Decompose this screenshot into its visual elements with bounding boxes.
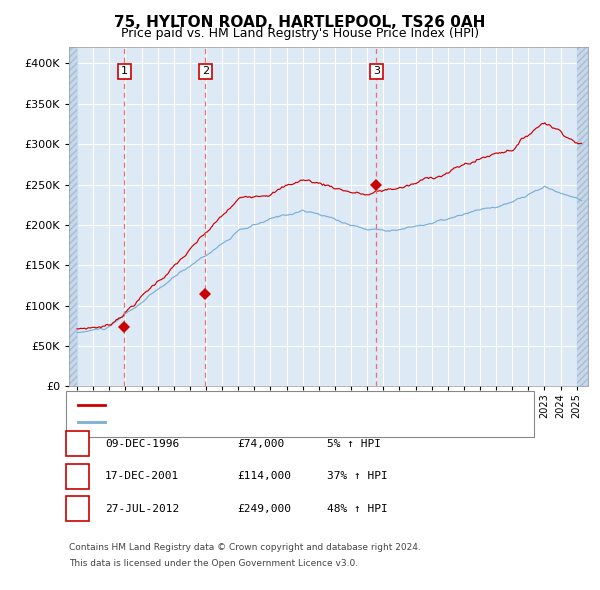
Text: HPI: Average price, detached house, Hartlepool: HPI: Average price, detached house, Hart… [112, 417, 359, 427]
Text: Contains HM Land Registry data © Crown copyright and database right 2024.: Contains HM Land Registry data © Crown c… [69, 543, 421, 552]
Text: 27-JUL-2012: 27-JUL-2012 [105, 504, 179, 513]
Text: This data is licensed under the Open Government Licence v3.0.: This data is licensed under the Open Gov… [69, 559, 358, 568]
Text: 1: 1 [121, 67, 128, 77]
Text: £249,000: £249,000 [237, 504, 291, 513]
Text: 2: 2 [202, 67, 209, 77]
Text: 2: 2 [74, 471, 81, 481]
Text: 3: 3 [373, 67, 380, 77]
Text: £114,000: £114,000 [237, 471, 291, 481]
Text: 48% ↑ HPI: 48% ↑ HPI [327, 504, 388, 513]
Text: 1: 1 [74, 439, 81, 448]
Text: 3: 3 [74, 504, 81, 513]
Bar [69, 47, 77, 386]
Bar [577, 47, 588, 386]
Text: £74,000: £74,000 [237, 439, 284, 448]
Text: 5% ↑ HPI: 5% ↑ HPI [327, 439, 381, 448]
Text: 17-DEC-2001: 17-DEC-2001 [105, 471, 179, 481]
Text: 75, HYLTON ROAD, HARTLEPOOL, TS26 0AH: 75, HYLTON ROAD, HARTLEPOOL, TS26 0AH [115, 15, 485, 30]
Text: 75, HYLTON ROAD, HARTLEPOOL, TS26 0AH (detached house): 75, HYLTON ROAD, HARTLEPOOL, TS26 0AH (d… [112, 400, 433, 410]
Text: 09-DEC-1996: 09-DEC-1996 [105, 439, 179, 448]
Text: 37% ↑ HPI: 37% ↑ HPI [327, 471, 388, 481]
Text: Price paid vs. HM Land Registry's House Price Index (HPI): Price paid vs. HM Land Registry's House … [121, 27, 479, 40]
